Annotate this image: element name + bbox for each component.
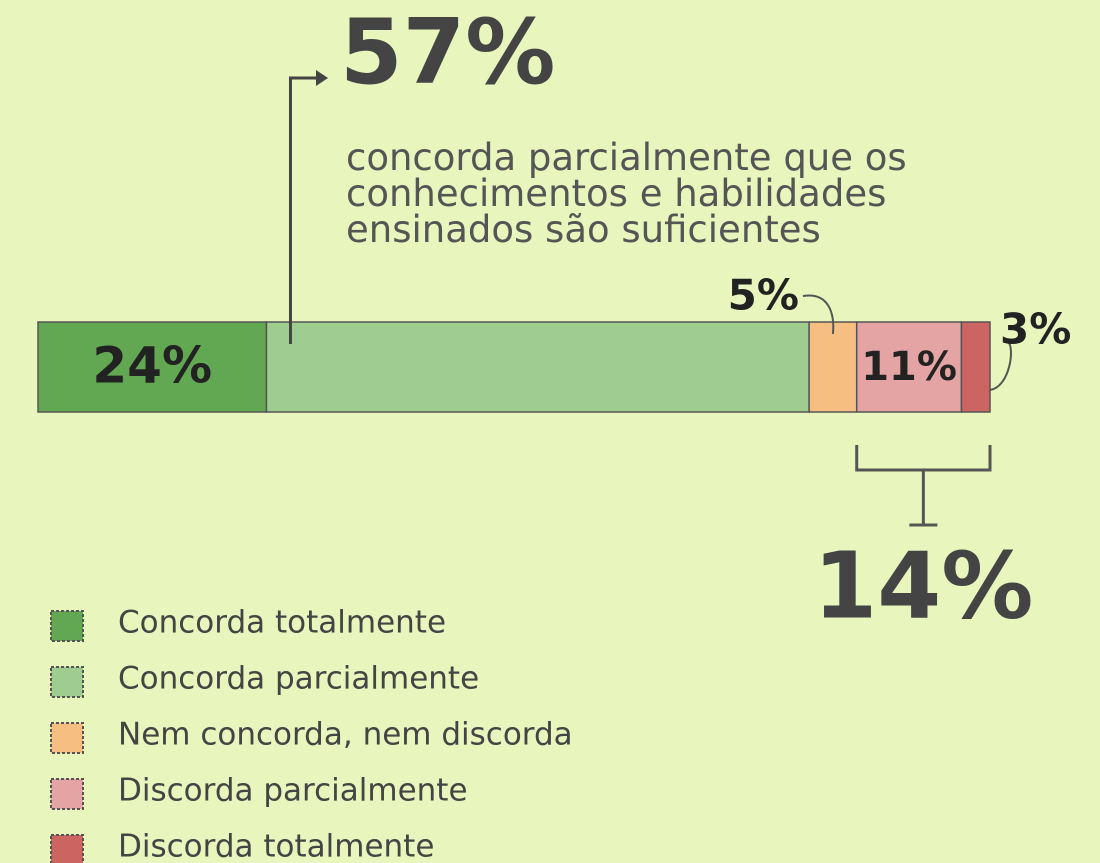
bracket: [855, 445, 992, 527]
value-label: 5%: [728, 271, 799, 320]
pointer: [989, 341, 1012, 391]
value-label: 3%: [1000, 305, 1071, 354]
legend-swatch: [50, 722, 84, 754]
legend-label: Concorda parcialmente: [118, 661, 479, 697]
bar-segment: [960, 321, 991, 413]
value-label: 57%: [340, 0, 555, 105]
annotation: concorda parcialmente que os conheciment…: [346, 136, 907, 251]
legend-label: Discorda parcialmente: [118, 773, 468, 809]
arrow-head: [316, 70, 328, 86]
legend-label: Concorda totalmente: [118, 605, 446, 641]
legend-swatch: [50, 778, 84, 810]
legend-label: Nem concorda, nem discorda: [118, 717, 573, 753]
value-label: 24%: [92, 337, 212, 395]
legend-swatch: [50, 610, 84, 642]
bar-segment: [37, 321, 268, 413]
pointer: [802, 294, 835, 335]
value-label: 11%: [861, 344, 957, 390]
bar-segment: [808, 321, 858, 413]
bar-segment: [855, 321, 963, 413]
legend-label: Discorda totalmente: [118, 829, 434, 863]
legend-swatch: [50, 666, 84, 698]
bar-segment: [265, 321, 810, 413]
callout-arrow: [288, 76, 318, 344]
callout-label: 14%: [813, 532, 1033, 639]
legend-swatch: [50, 834, 84, 863]
